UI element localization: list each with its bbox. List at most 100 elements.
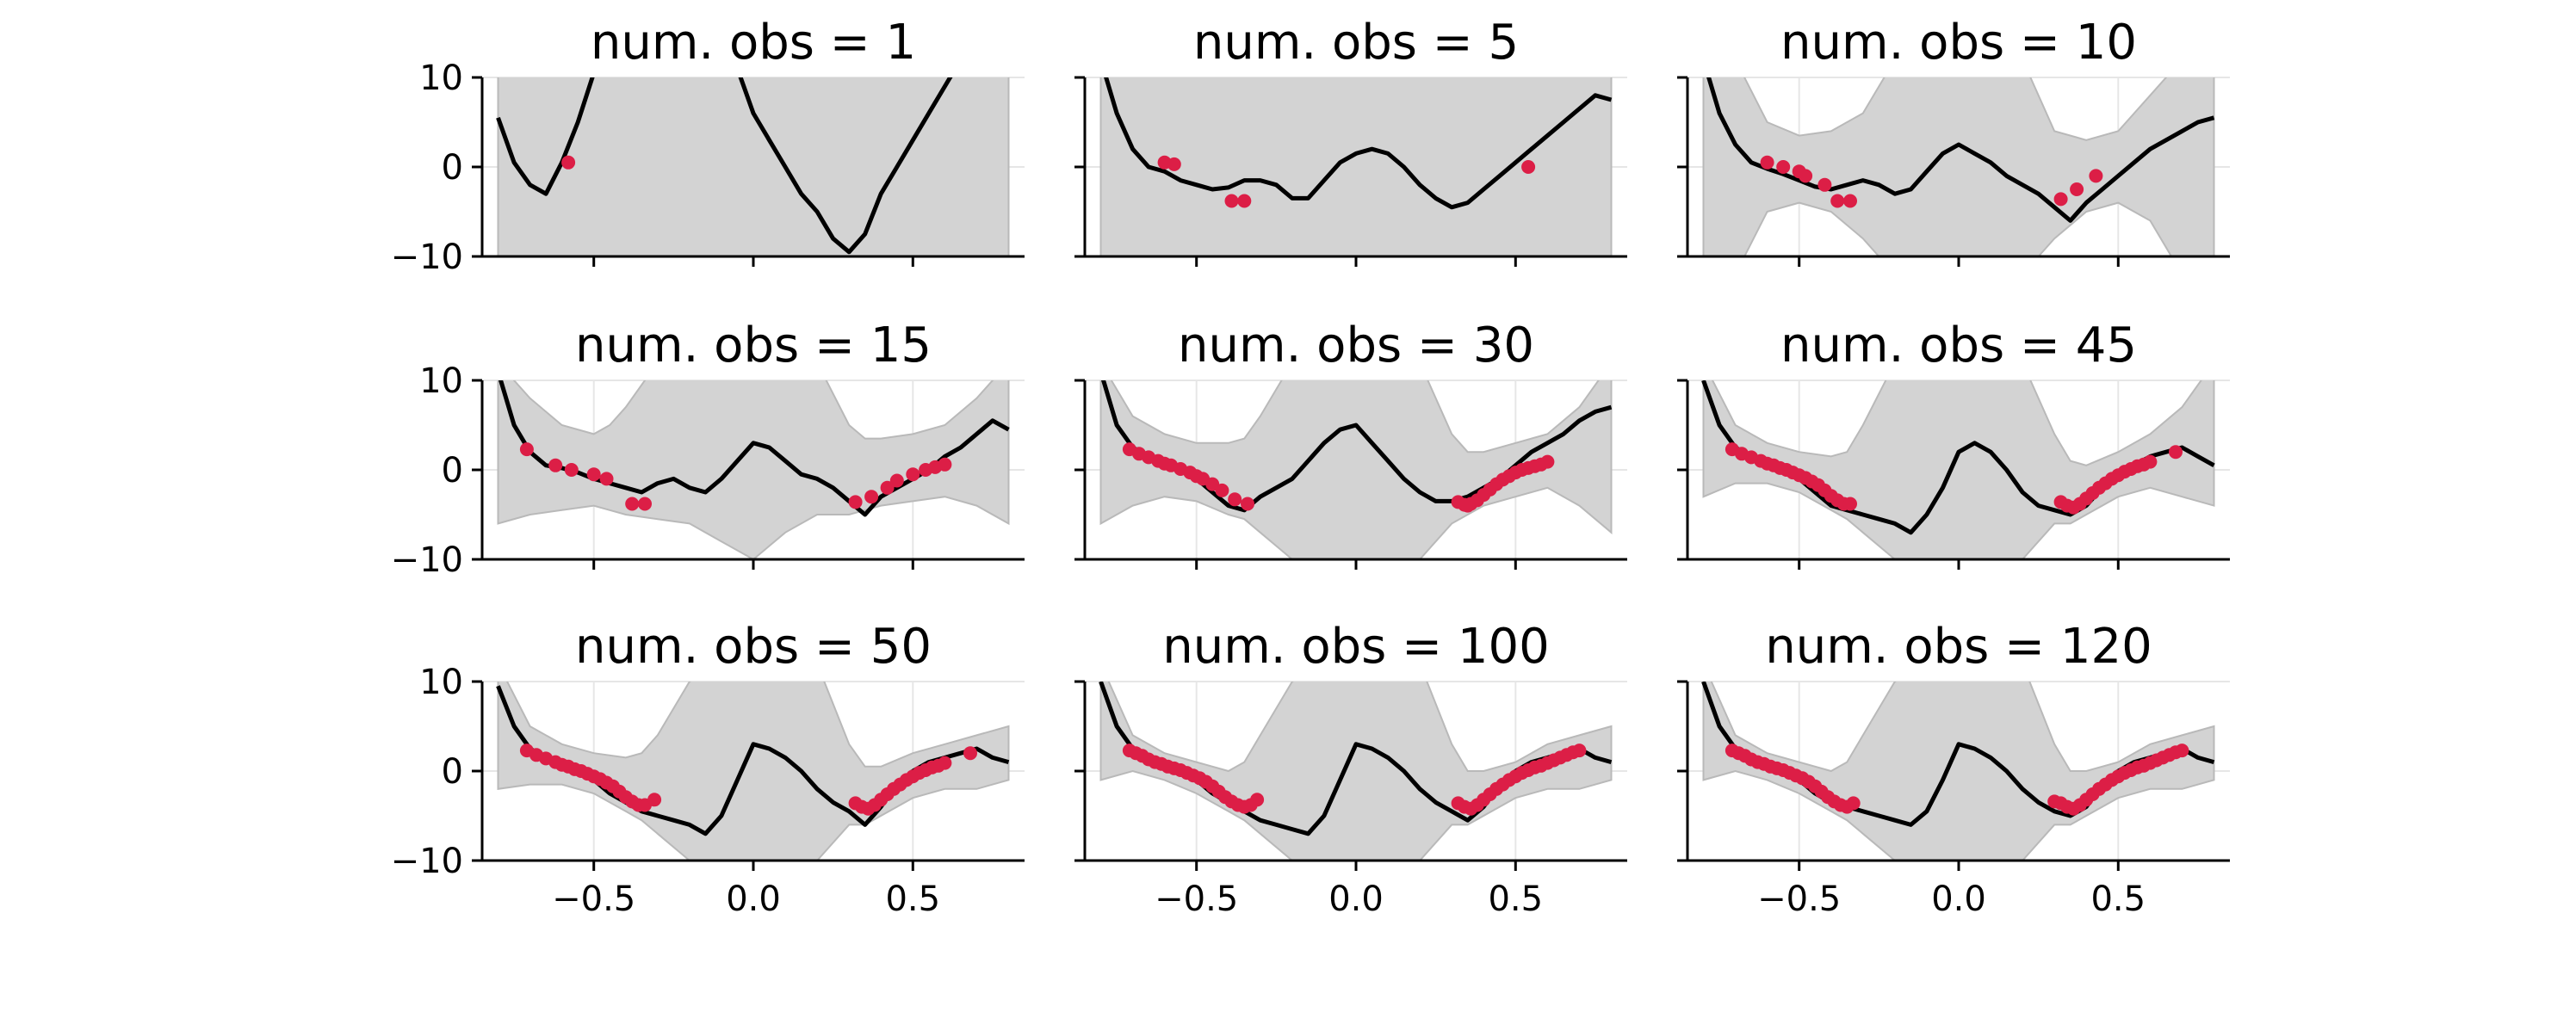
observation-point: [586, 467, 601, 482]
observation-point: [2070, 182, 2084, 196]
observation-point: [599, 472, 614, 486]
observation-point: [1843, 497, 1857, 511]
y-tick-label: −10: [391, 238, 463, 277]
observation-point: [1460, 498, 1475, 513]
observation-point: [1237, 194, 1252, 208]
subplot-title: num. obs = 5: [1193, 15, 1519, 71]
x-tick-label: −0.5: [1155, 879, 1238, 919]
observation-point: [561, 155, 576, 170]
y-tick-label: −10: [391, 540, 463, 580]
x-tick-label: 0.0: [1328, 879, 1384, 919]
observation-point: [2169, 445, 2183, 460]
subplot-5: num. obs = 30: [1074, 318, 1627, 570]
observation-point: [1241, 497, 1254, 511]
x-tick-label: −0.5: [1757, 879, 1841, 919]
plot-area: [1701, 682, 2215, 861]
observation-point: [938, 756, 952, 770]
subplot-6: num. obs = 45: [1677, 318, 2230, 570]
y-tick-label: 10: [419, 361, 463, 401]
uncertainty-band: [497, 77, 1010, 256]
observation-point: [1224, 194, 1239, 208]
observation-point: [1215, 483, 1229, 497]
subplot-9: −0.5 0.0 0.5 num. obs = 120: [1677, 619, 2230, 919]
y-tick-label: 0: [442, 752, 463, 792]
subplot-7: −10 0 10 −0.5 0.0 0.5 num. obs = 50: [391, 619, 1025, 919]
observation-point: [548, 458, 563, 472]
observation-point: [2053, 192, 2068, 207]
x-tick-label: 0.5: [1488, 879, 1543, 919]
observation-point: [1572, 744, 1587, 758]
plot-area: [496, 77, 1010, 256]
observation-point: [1250, 793, 1265, 807]
observation-point: [1228, 492, 1242, 507]
subplot-title: num. obs = 1: [591, 15, 916, 71]
observation-point: [963, 746, 977, 761]
observation-point: [848, 495, 863, 509]
observation-point: [2143, 454, 2158, 469]
uncertainty-band: [1099, 380, 1613, 559]
observation-point: [889, 473, 904, 488]
observation-point: [625, 497, 640, 511]
observation-point: [1521, 160, 1536, 174]
uncertainty-band: [497, 380, 1010, 559]
subplot-title: num. obs = 15: [575, 318, 932, 373]
plot-area: [496, 682, 1010, 861]
plot-area: [497, 380, 1010, 559]
observation-point: [1799, 169, 1813, 183]
subplot-title: num. obs = 100: [1162, 619, 1550, 675]
observation-point: [938, 457, 952, 472]
observation-point: [1760, 155, 1774, 170]
observation-point: [564, 463, 579, 477]
observation-point: [647, 793, 662, 807]
observation-point: [880, 480, 895, 495]
observation-point: [1167, 157, 1181, 171]
subplot-4: −10 0 10 num. obs = 15: [391, 318, 1025, 580]
plot-area: [1702, 77, 2215, 256]
observation-point: [1830, 194, 1845, 208]
observation-point: [864, 490, 879, 504]
y-tick-label: 10: [419, 59, 463, 98]
x-tick-label: 0.0: [1931, 879, 1986, 919]
mean-line: [1706, 77, 2215, 223]
subplot-3: num. obs = 10: [1677, 15, 2230, 267]
uncertainty-band: [1099, 682, 1613, 861]
y-tick-label: 10: [419, 663, 463, 702]
y-tick-label: −10: [391, 842, 463, 881]
observation-point: [2089, 169, 2103, 183]
uncertainty-band: [1099, 77, 1613, 256]
x-tick-label: −0.5: [552, 879, 635, 919]
uncertainty-band: [1702, 77, 2215, 256]
observation-point: [1776, 160, 1791, 174]
subplot-title: num. obs = 10: [1780, 15, 2137, 71]
y-tick-label: 0: [442, 451, 463, 491]
subplot-1: −10 0 10 num. obs = 1: [391, 15, 1025, 277]
subplot-2: num. obs = 5: [1074, 15, 1627, 267]
observation-point: [2175, 744, 2189, 758]
uncertainty-band: [497, 682, 1010, 861]
subplot-8: −0.5 0.0 0.5 num. obs = 100: [1074, 619, 1627, 919]
plot-area: [1099, 380, 1613, 559]
y-tick-label: 0: [442, 148, 463, 188]
observation-point: [1843, 194, 1857, 208]
uncertainty-band: [1702, 682, 2215, 861]
observation-point: [1540, 454, 1555, 469]
mean-line: [1104, 77, 1613, 210]
x-tick-label: 0.0: [726, 879, 781, 919]
observation-point: [1817, 177, 1832, 192]
subplot-title: num. obs = 30: [1178, 318, 1534, 373]
observation-point: [519, 442, 534, 457]
x-tick-label: 0.5: [2090, 879, 2146, 919]
uncertainty-band: [1702, 380, 2215, 559]
x-tick-label: 0.5: [885, 879, 940, 919]
observation-point: [1846, 796, 1861, 811]
plot-area: [1099, 77, 1613, 256]
plot-area: [1701, 380, 2215, 559]
plot-area: [1099, 682, 1613, 861]
subplot-title: num. obs = 45: [1780, 318, 2137, 373]
mean-line: [496, 77, 953, 255]
observation-point: [906, 467, 920, 482]
subplot-title: num. obs = 120: [1765, 619, 2152, 675]
observation-point: [638, 497, 652, 511]
subplot-title: num. obs = 50: [575, 619, 932, 675]
